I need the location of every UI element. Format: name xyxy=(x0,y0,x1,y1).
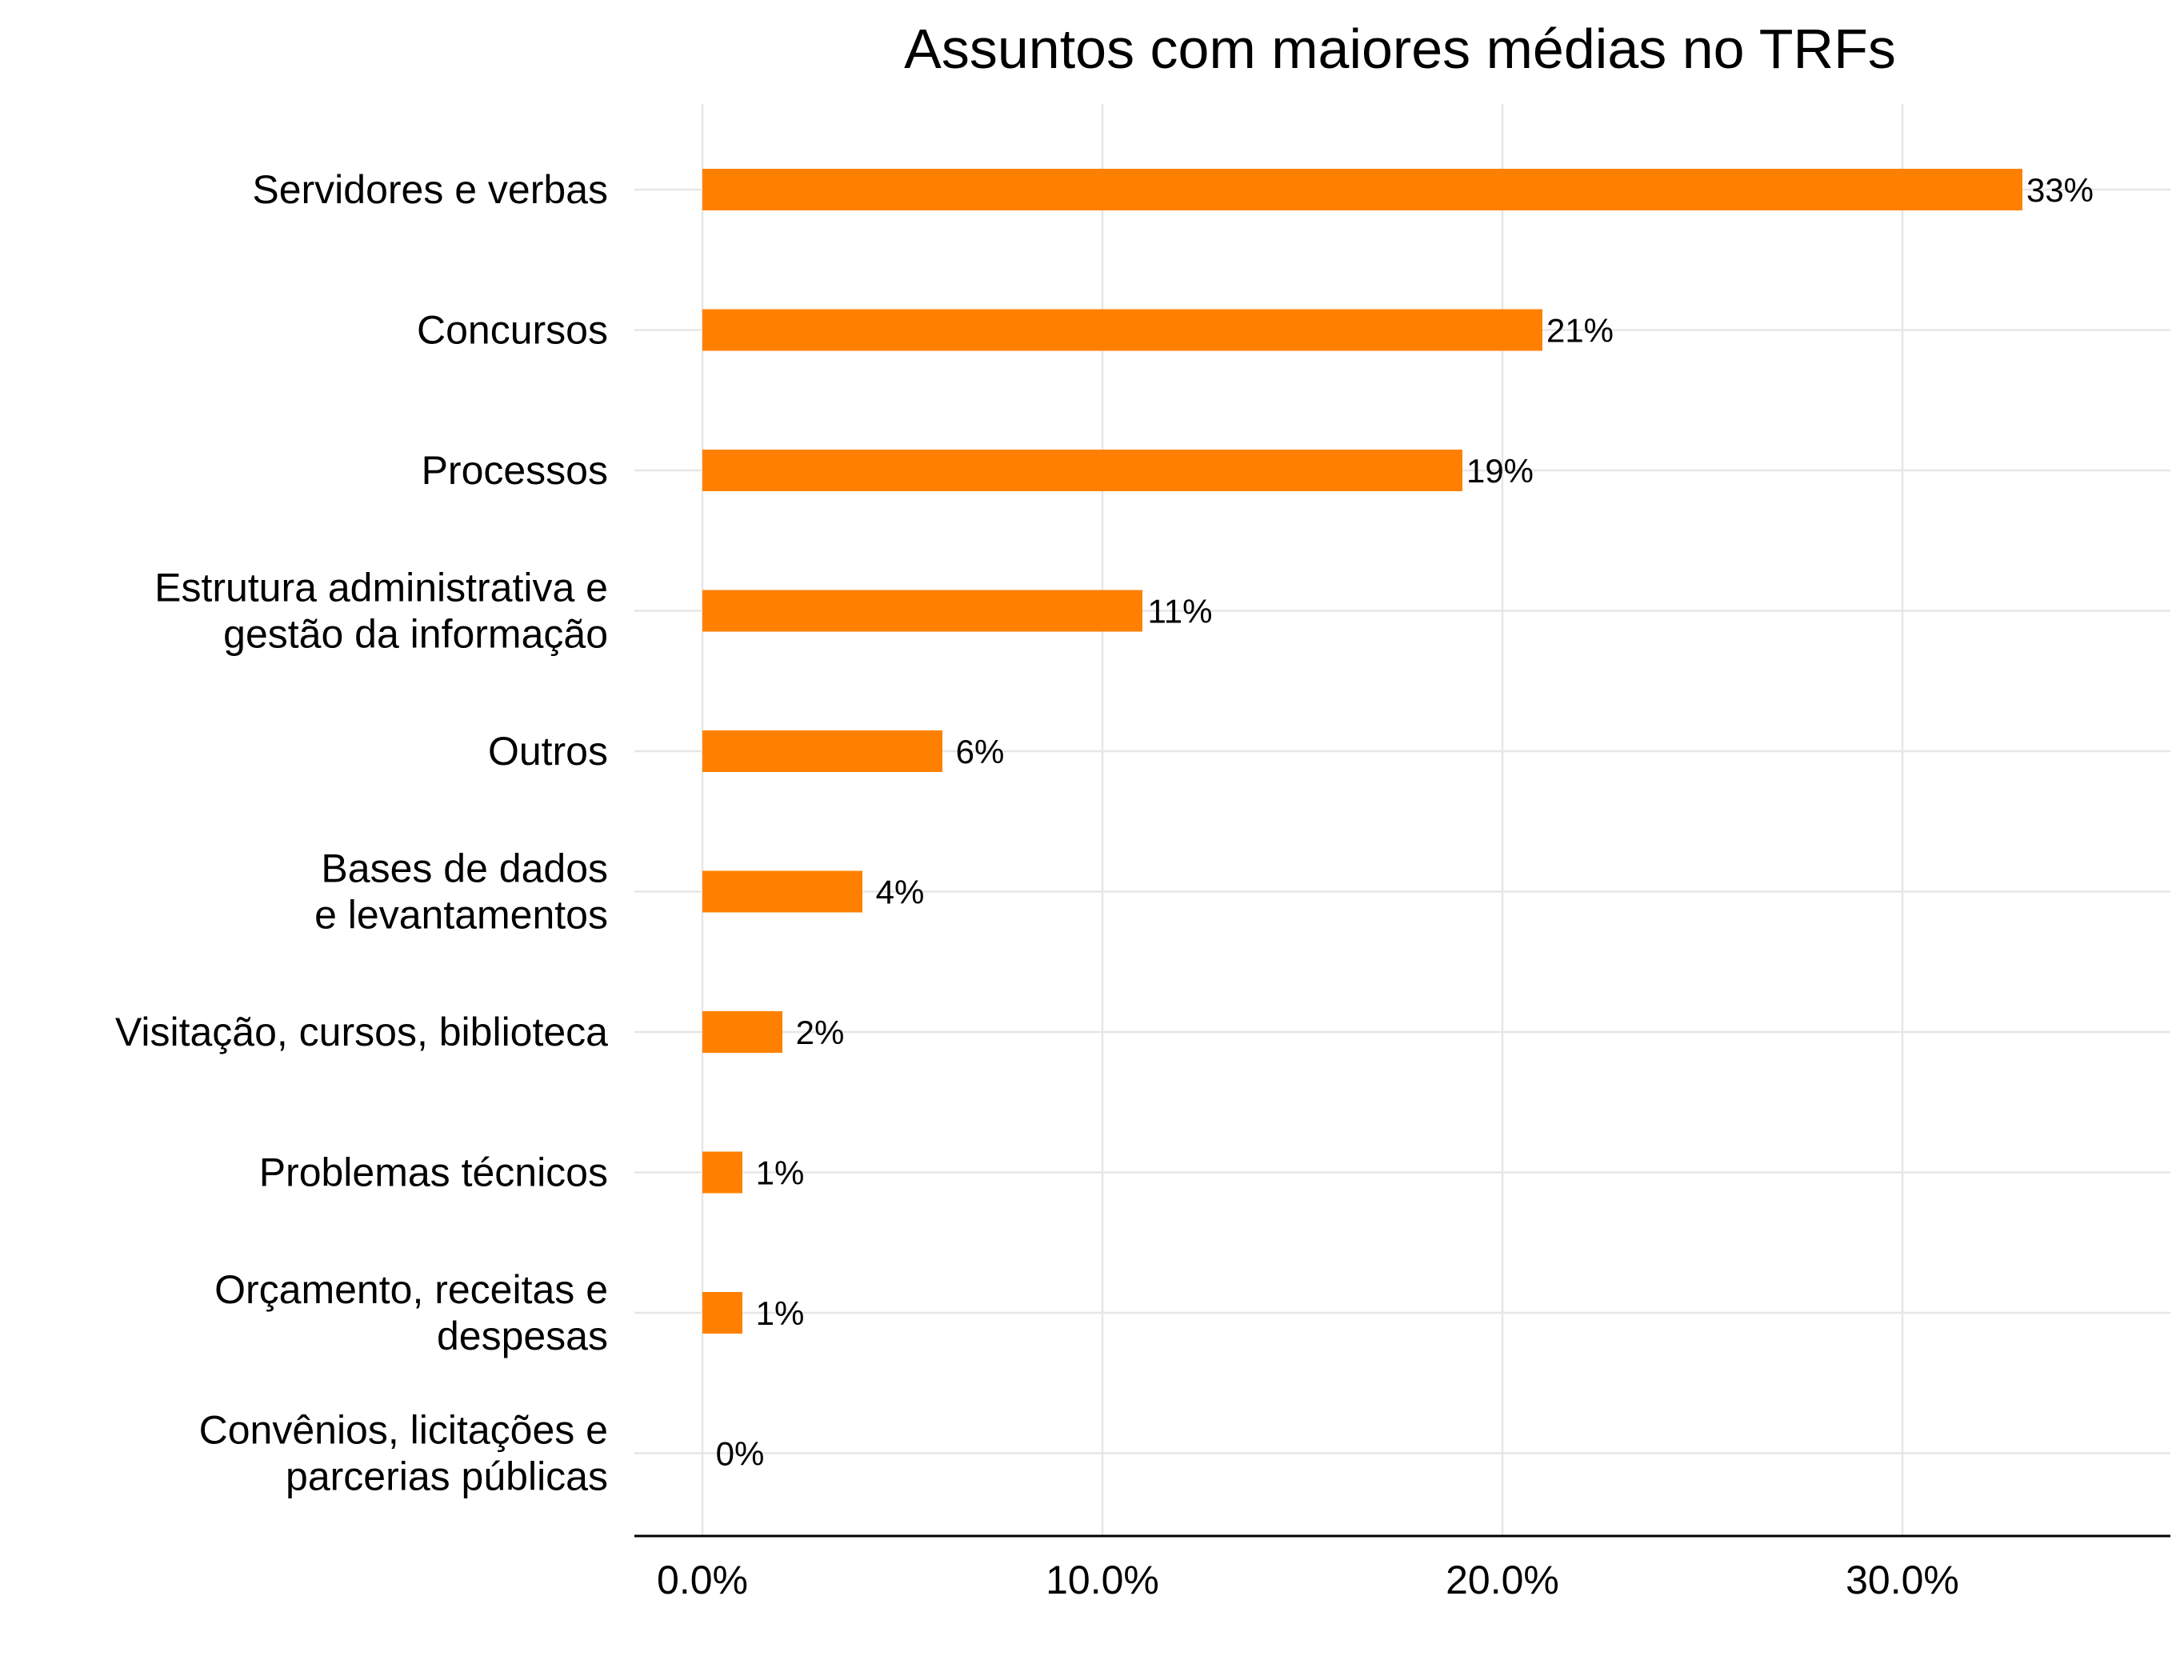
category-label: Problemas técnicos xyxy=(259,1150,608,1195)
bar xyxy=(702,309,1542,351)
category-label: Outros xyxy=(488,729,608,774)
category-label-line: Servidores e verbas xyxy=(252,167,608,212)
value-label: 6% xyxy=(956,733,1005,770)
category-label-line: Convênios, licitações e xyxy=(199,1408,608,1453)
category-label-line: Problemas técnicos xyxy=(259,1150,608,1195)
bar xyxy=(702,590,1142,632)
value-label: 11% xyxy=(1148,593,1213,630)
category-label: Convênios, licitações e parcerias pública… xyxy=(199,1408,608,1499)
value-label: 0% xyxy=(716,1435,765,1473)
category-label-line: Orçamento, receitas e xyxy=(214,1267,608,1312)
value-label: 1% xyxy=(756,1154,805,1192)
category-label-line: Outros xyxy=(488,729,608,774)
bar xyxy=(702,870,862,913)
bars xyxy=(702,169,2022,1334)
category-label: Servidores e verbas xyxy=(252,167,608,212)
category-label-line: Visitação, cursos, biblioteca xyxy=(115,1010,608,1054)
value-label: 4% xyxy=(876,874,925,911)
bar xyxy=(702,450,1462,491)
x-tick-labels: 0.0% 10.0% 20.0% 30.0% xyxy=(657,1558,1959,1602)
category-label: Estrutura administrativa e gestão da info… xyxy=(154,566,608,657)
bar xyxy=(702,1292,742,1334)
bar xyxy=(702,169,2022,210)
category-label-line: Concursos xyxy=(417,308,608,353)
x-tick-label: 30.0% xyxy=(1846,1558,1959,1602)
x-tick-label: 10.0% xyxy=(1046,1558,1159,1602)
category-label-line: despesas xyxy=(437,1314,608,1358)
category-labels: Servidores e verbas Concursos Processos Est… xyxy=(115,167,608,1499)
category-label: Bases de dados e levantamentos xyxy=(314,846,608,938)
category-label-line: gestão da informação xyxy=(223,612,608,657)
x-tick-label: 0.0% xyxy=(657,1558,748,1602)
category-label-line: parcerias públicas xyxy=(286,1454,608,1499)
x-tick-label: 20.0% xyxy=(1446,1558,1559,1602)
bar xyxy=(702,1151,742,1194)
category-label-line: Estrutura administrativa e xyxy=(154,566,608,610)
value-label: 19% xyxy=(1466,452,1534,490)
value-label: 21% xyxy=(1546,312,1614,350)
category-label: Concursos xyxy=(417,308,608,353)
value-label: 2% xyxy=(796,1014,845,1051)
value-label: 1% xyxy=(756,1294,805,1332)
value-label: 33% xyxy=(2026,171,2094,209)
category-label-line: Bases de dados xyxy=(321,846,608,891)
category-label-line: Processos xyxy=(422,448,608,493)
category-label-line: e levantamentos xyxy=(314,893,608,938)
category-label: Orçamento, receitas e despesas xyxy=(214,1267,608,1358)
bar xyxy=(702,730,942,772)
chart-title: Assuntos com maiores médias no TRFs xyxy=(904,18,1896,80)
category-label: Visitação, cursos, biblioteca xyxy=(115,1010,608,1054)
bar xyxy=(702,1011,782,1053)
category-label: Processos xyxy=(422,448,608,493)
value-labels: 33% 21% 19% 11% 6% 4% 2% 1% 1% 0% xyxy=(716,171,2094,1473)
